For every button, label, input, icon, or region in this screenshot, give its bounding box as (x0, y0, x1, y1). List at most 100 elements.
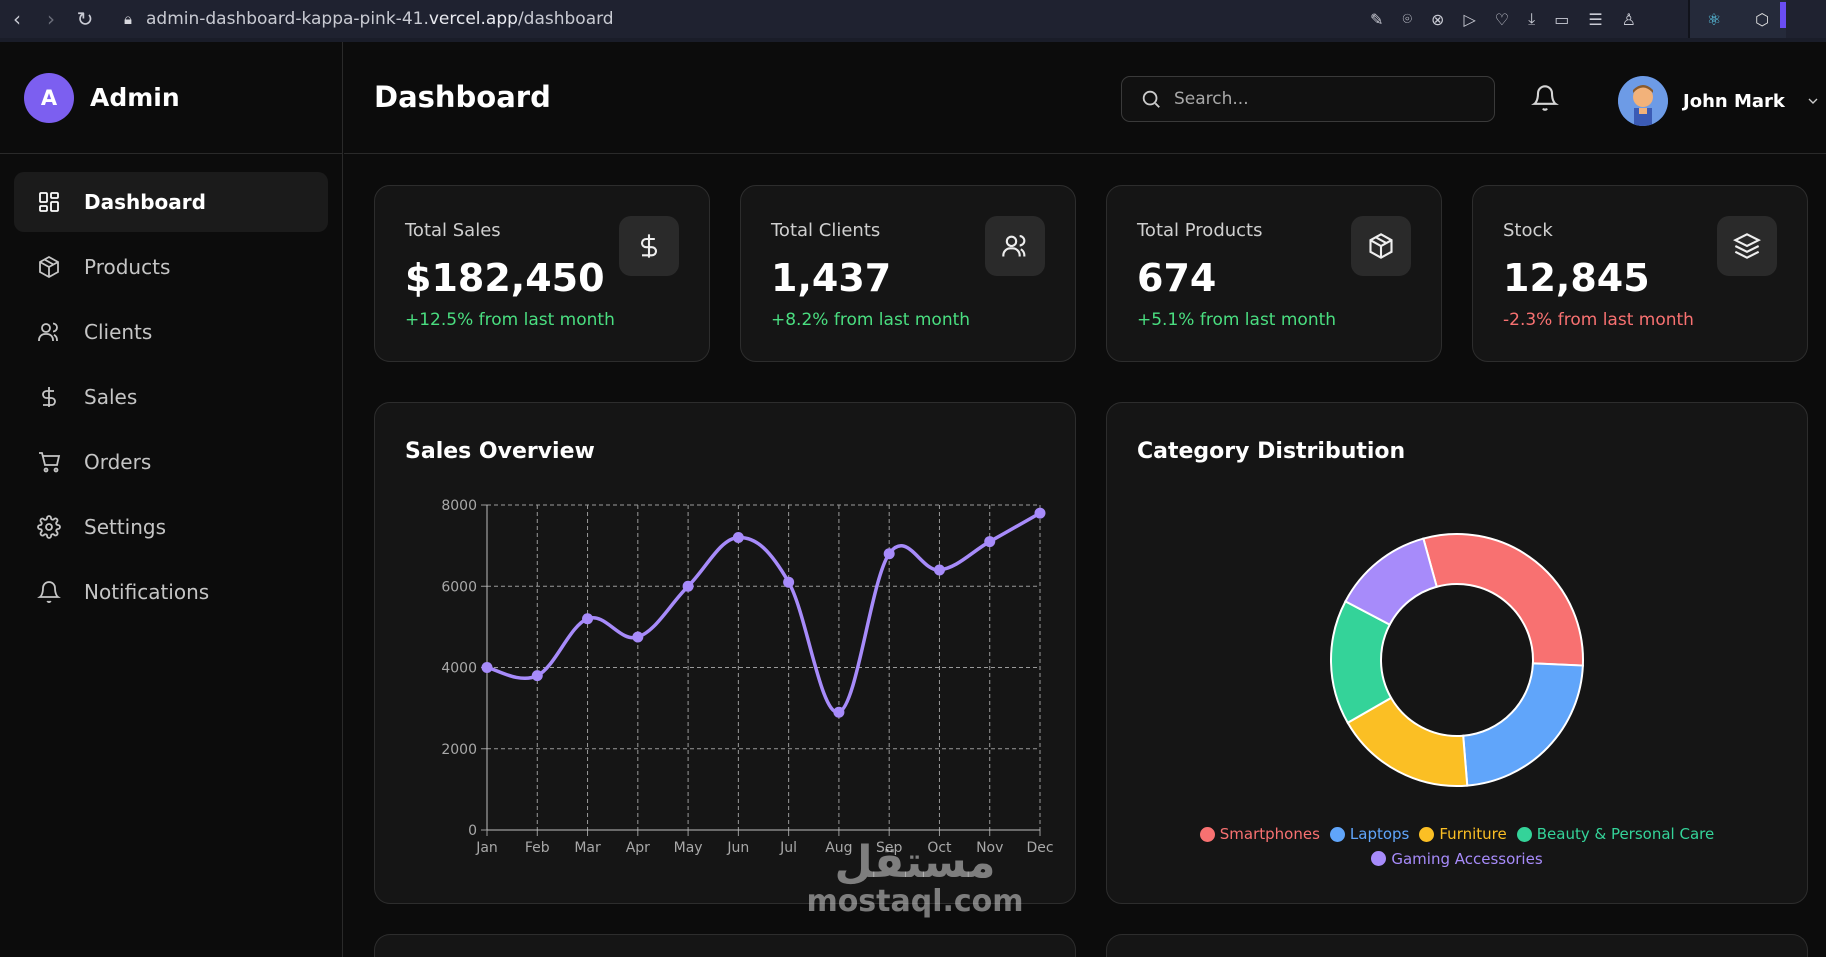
legend-item[interactable]: Smartphones (1199, 823, 1320, 845)
legend-item[interactable]: Laptops (1329, 823, 1409, 845)
search-placeholder: Search... (1174, 89, 1249, 109)
reload-icon[interactable]: ↻ (76, 7, 94, 31)
sidebar: A Admin Dashboard Products Clients Sales… (0, 42, 343, 957)
category-distribution-panel: Category Distribution Smartphones Laptops… (1106, 402, 1808, 904)
user-menu[interactable]: John Mark (1618, 76, 1821, 126)
legend-item[interactable]: Beauty & Personal Care (1516, 823, 1715, 845)
data-point[interactable] (833, 706, 845, 718)
x-tick-label: Mar (574, 840, 601, 856)
mostaql-watermark: مستقل mostaql.com (800, 840, 1030, 918)
series-line (486, 511, 1041, 714)
x-tick-label: Jan (475, 840, 498, 856)
bottom-panel-left (374, 934, 1076, 957)
pie-slice[interactable] (1344, 537, 1438, 626)
data-point[interactable] (531, 670, 543, 682)
y-tick-label: 0 (468, 823, 477, 839)
data-point[interactable] (984, 536, 996, 548)
data-point[interactable] (682, 580, 694, 592)
edit-icon[interactable]: ✎ (1370, 9, 1384, 29)
sidebar-item-clients[interactable]: Clients (14, 302, 328, 362)
stat-card-stock: Stock 12,845 -2.3% from last month (1472, 185, 1808, 362)
page-title: Dashboard (374, 80, 551, 114)
category-donut-chart (1330, 533, 1584, 787)
data-point[interactable] (481, 662, 493, 673)
data-point[interactable] (1034, 507, 1046, 519)
sidebar-item-label: Notifications (84, 580, 210, 604)
download-icon[interactable]: ⤓ (1528, 9, 1536, 28)
data-point[interactable] (732, 532, 744, 543)
box-icon (36, 254, 62, 280)
extensions-area: ⚛ ⬡ (1688, 0, 1786, 38)
brand-avatar: A (24, 72, 74, 123)
camera-icon[interactable]: ⌾ (1402, 9, 1413, 28)
sidebar-item-label: Dashboard (84, 190, 206, 214)
list-icon[interactable]: ☰ (1588, 9, 1603, 29)
legend-swatch (1199, 826, 1215, 842)
data-point[interactable] (632, 631, 644, 643)
top-header: Dashboard Search... John Mark (344, 42, 1826, 154)
sidebar-item-dashboard[interactable]: Dashboard (14, 172, 328, 232)
data-point[interactable] (883, 548, 895, 560)
chevron-down-icon (1805, 93, 1821, 109)
dollar-icon (36, 384, 62, 410)
watermark-latin: mostaql.com (806, 884, 1024, 919)
back-icon[interactable]: ‹ (13, 7, 21, 31)
react-extension-icon[interactable]: ⚛ (1706, 9, 1722, 29)
url-text: admin-dashboard-kappa-pink-41.vercel.app… (145, 9, 614, 29)
y-tick-label: 4000 (441, 661, 477, 677)
dashboard-icon (36, 189, 62, 215)
legend-label: Smartphones (1219, 825, 1320, 843)
brand-name: Admin (90, 83, 180, 112)
legend-item[interactable]: Gaming Accessories (1371, 848, 1543, 870)
stat-value: $182,450 (405, 256, 605, 300)
address-bar[interactable]: 🔒︎ admin-dashboard-kappa-pink-41.vercel.… (124, 9, 614, 29)
sidebar-item-sales[interactable]: Sales (14, 367, 328, 427)
forward-icon[interactable]: › (47, 7, 55, 31)
stat-change: +8.2% from last month (771, 310, 971, 330)
legend-item[interactable]: Furniture (1419, 823, 1507, 845)
x-tick-label: Nov (976, 840, 1003, 856)
x-tick-label: Sep (876, 840, 903, 856)
data-point[interactable] (582, 613, 594, 625)
profile-icon[interactable]: ♙ (1621, 9, 1636, 29)
x-tick-label: Aug (825, 840, 852, 856)
bottom-panel-right (1106, 934, 1808, 957)
x-tick-label: Apr (626, 840, 650, 856)
browser-divider (0, 38, 1826, 42)
layers-icon (1717, 216, 1777, 276)
data-point[interactable] (933, 564, 945, 576)
sidebar-menu: Dashboard Products Clients Sales Orders … (0, 154, 342, 645)
stat-label: Stock (1503, 220, 1553, 241)
user-name: John Mark (1683, 90, 1785, 112)
x-tick-label: Oct (927, 840, 952, 856)
x-tick-label: Dec (1026, 840, 1053, 856)
data-point[interactable] (783, 576, 795, 588)
dollar-icon (619, 216, 679, 276)
notifications-bell-icon[interactable] (1531, 84, 1561, 114)
legend-swatch (1371, 851, 1387, 866)
pie-slice[interactable] (1462, 662, 1584, 787)
cube-extension-icon[interactable]: ⬡ (1755, 9, 1770, 29)
legend-swatch (1329, 826, 1345, 842)
cart-icon (36, 449, 62, 475)
stat-label: Total Sales (405, 220, 501, 241)
sidebar-item-label: Settings (84, 515, 167, 539)
sales-overview-title: Sales Overview (405, 439, 595, 464)
play-icon[interactable]: ▷ (1463, 9, 1476, 29)
heart-icon[interactable]: ♡ (1494, 9, 1510, 29)
sidebar-item-label: Orders (84, 450, 152, 474)
gear-icon (36, 514, 62, 540)
avatar (1618, 76, 1668, 126)
sidebar-item-settings[interactable]: Settings (14, 497, 328, 557)
shield-icon[interactable]: ⊗ (1431, 9, 1445, 29)
sidebar-item-products[interactable]: Products (14, 237, 328, 297)
browser-toolbar: ‹ › ↻ 🔒︎ admin-dashboard-kappa-pink-41.v… (0, 0, 1826, 38)
sidebar-item-notifications[interactable]: Notifications (14, 562, 328, 622)
search-input[interactable]: Search... (1121, 76, 1495, 122)
stat-card-total-products: Total Products 674 +5.1% from last month (1106, 185, 1442, 362)
pie-slice[interactable] (1422, 533, 1584, 667)
stat-change: -2.3% from last month (1503, 310, 1694, 330)
legend-label: Beauty & Personal Care (1536, 825, 1715, 843)
battery-icon[interactable]: ▭ (1554, 9, 1570, 29)
sidebar-item-orders[interactable]: Orders (14, 432, 328, 492)
